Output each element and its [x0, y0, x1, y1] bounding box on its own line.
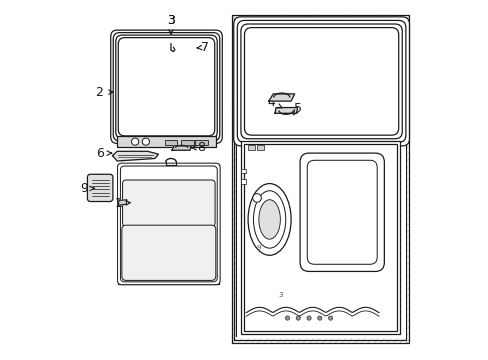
Circle shape — [285, 316, 289, 320]
Bar — [118, 164, 219, 284]
FancyBboxPatch shape — [237, 21, 405, 142]
Text: 4: 4 — [267, 96, 275, 109]
Polygon shape — [172, 146, 191, 150]
FancyBboxPatch shape — [300, 153, 384, 271]
Ellipse shape — [253, 191, 285, 248]
Circle shape — [317, 316, 321, 320]
FancyBboxPatch shape — [117, 163, 220, 285]
Text: 9: 9 — [80, 183, 88, 195]
Polygon shape — [118, 200, 126, 205]
Text: 9: 9 — [256, 245, 261, 251]
FancyBboxPatch shape — [110, 30, 222, 143]
Bar — [241, 179, 246, 184]
Bar — [257, 145, 263, 149]
Text: 6: 6 — [96, 147, 104, 159]
FancyBboxPatch shape — [118, 38, 214, 136]
Text: 5: 5 — [294, 102, 302, 115]
Circle shape — [306, 316, 310, 320]
Polygon shape — [237, 19, 405, 338]
Ellipse shape — [247, 184, 290, 255]
Circle shape — [131, 138, 139, 145]
Circle shape — [142, 138, 149, 145]
Text: 1: 1 — [114, 197, 122, 210]
Bar — [241, 140, 400, 334]
FancyBboxPatch shape — [87, 174, 113, 202]
Text: 7: 7 — [201, 41, 209, 54]
Circle shape — [328, 316, 332, 320]
Bar — [244, 144, 396, 330]
Ellipse shape — [258, 200, 280, 239]
Text: 2: 2 — [95, 86, 103, 99]
FancyBboxPatch shape — [233, 17, 408, 146]
Polygon shape — [274, 108, 297, 113]
Text: 3: 3 — [278, 292, 282, 298]
Bar — [195, 140, 207, 145]
Text: 3: 3 — [167, 14, 175, 27]
Polygon shape — [112, 151, 158, 161]
Bar — [247, 145, 254, 149]
FancyBboxPatch shape — [120, 166, 217, 282]
FancyBboxPatch shape — [113, 33, 219, 141]
FancyBboxPatch shape — [116, 35, 217, 138]
Bar — [180, 140, 193, 145]
FancyBboxPatch shape — [117, 37, 215, 137]
FancyBboxPatch shape — [122, 180, 215, 226]
FancyBboxPatch shape — [122, 225, 215, 280]
Circle shape — [252, 194, 261, 202]
FancyBboxPatch shape — [241, 24, 402, 139]
Text: 8: 8 — [197, 141, 205, 154]
Bar — [164, 140, 177, 145]
Polygon shape — [268, 94, 294, 101]
Bar — [241, 168, 246, 173]
FancyBboxPatch shape — [244, 28, 398, 135]
Bar — [117, 136, 215, 147]
FancyBboxPatch shape — [306, 160, 376, 264]
Circle shape — [296, 316, 300, 320]
Text: 3: 3 — [167, 14, 175, 27]
